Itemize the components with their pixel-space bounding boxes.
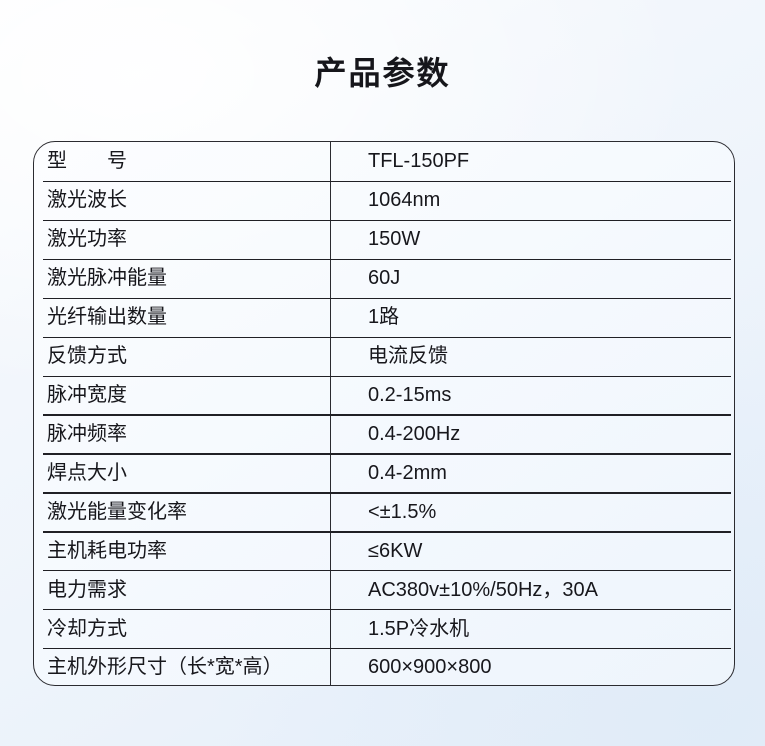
- spec-label: 激光波长: [47, 189, 127, 212]
- spec-label: 型 号: [47, 150, 127, 173]
- spec-label: 焊点大小: [47, 461, 127, 484]
- spec-label: 主机外形尺寸（长*宽*高）: [47, 656, 283, 679]
- spec-value: 0.4-2mm: [368, 461, 447, 484]
- table-row: 光纤输出数量 1路: [34, 297, 734, 337]
- spec-value: ≤6KW: [368, 539, 423, 562]
- spec-value: 1路: [368, 306, 400, 329]
- table-row: 激光波长 1064nm: [34, 180, 734, 220]
- table-row: 脉冲宽度 0.2-15ms: [34, 375, 734, 415]
- spec-value: TFL-150PF: [368, 150, 470, 173]
- spec-value: AC380v±10%/50Hz，30A: [368, 578, 598, 601]
- spec-label: 冷却方式: [47, 617, 127, 640]
- spec-value: 0.4-200Hz: [368, 422, 461, 445]
- table-row: 激光脉冲能量 60J: [34, 258, 734, 298]
- table-row: 激光功率 150W: [34, 219, 734, 259]
- column-divider: [330, 142, 332, 685]
- spec-value: 600×900×800: [368, 656, 492, 679]
- table-row: 主机耗电功率 ≤6KW: [34, 531, 734, 570]
- spec-label: 脉冲宽度: [47, 383, 127, 406]
- spec-label: 光纤输出数量: [47, 306, 167, 329]
- table-row: 激光能量变化率 <±1.5%: [34, 492, 734, 531]
- spec-value: 60J: [368, 267, 401, 290]
- spec-value: <±1.5%: [368, 500, 437, 523]
- spec-label: 电力需求: [47, 578, 127, 601]
- spec-label: 激光脉冲能量: [47, 267, 167, 290]
- spec-label: 反馈方式: [47, 345, 127, 368]
- page-title: 产品参数: [314, 55, 451, 91]
- table-row: 冷却方式 1.5P冷水机: [34, 609, 734, 648]
- spec-value: 1.5P冷水机: [368, 617, 470, 640]
- table-row: 主机外形尺寸（长*宽*高） 600×900×800: [34, 647, 734, 685]
- spec-value: 0.2-15ms: [368, 383, 452, 406]
- table-row: 型 号 TFL-150PF: [34, 142, 734, 181]
- table-row: 反馈方式 电流反馈: [34, 336, 734, 376]
- spec-label: 主机耗电功率: [47, 539, 167, 562]
- spec-label: 脉冲频率: [47, 422, 127, 445]
- spec-value: 150W: [368, 228, 421, 251]
- spec-rows-container: 型 号 TFL-150PF 激光波长 1064nm 激光功率 150W 激光脉冲能量 60J 光…: [34, 142, 734, 685]
- spec-label: 激光能量变化率: [47, 500, 187, 523]
- table-row: 脉冲频率 0.4-200Hz: [34, 414, 734, 453]
- spec-value: 1064nm: [368, 189, 441, 212]
- product-spec-table: 型 号 TFL-150PF 激光波长 1064nm 激光功率 150W 激光脉冲能量 60J 光…: [33, 141, 735, 686]
- table-row: 焊点大小 0.4-2mm: [34, 453, 734, 492]
- spec-value: 电流反馈: [368, 345, 448, 368]
- spec-label: 激光功率: [47, 228, 127, 251]
- table-row: 电力需求 AC380v±10%/50Hz，30A: [34, 570, 734, 609]
